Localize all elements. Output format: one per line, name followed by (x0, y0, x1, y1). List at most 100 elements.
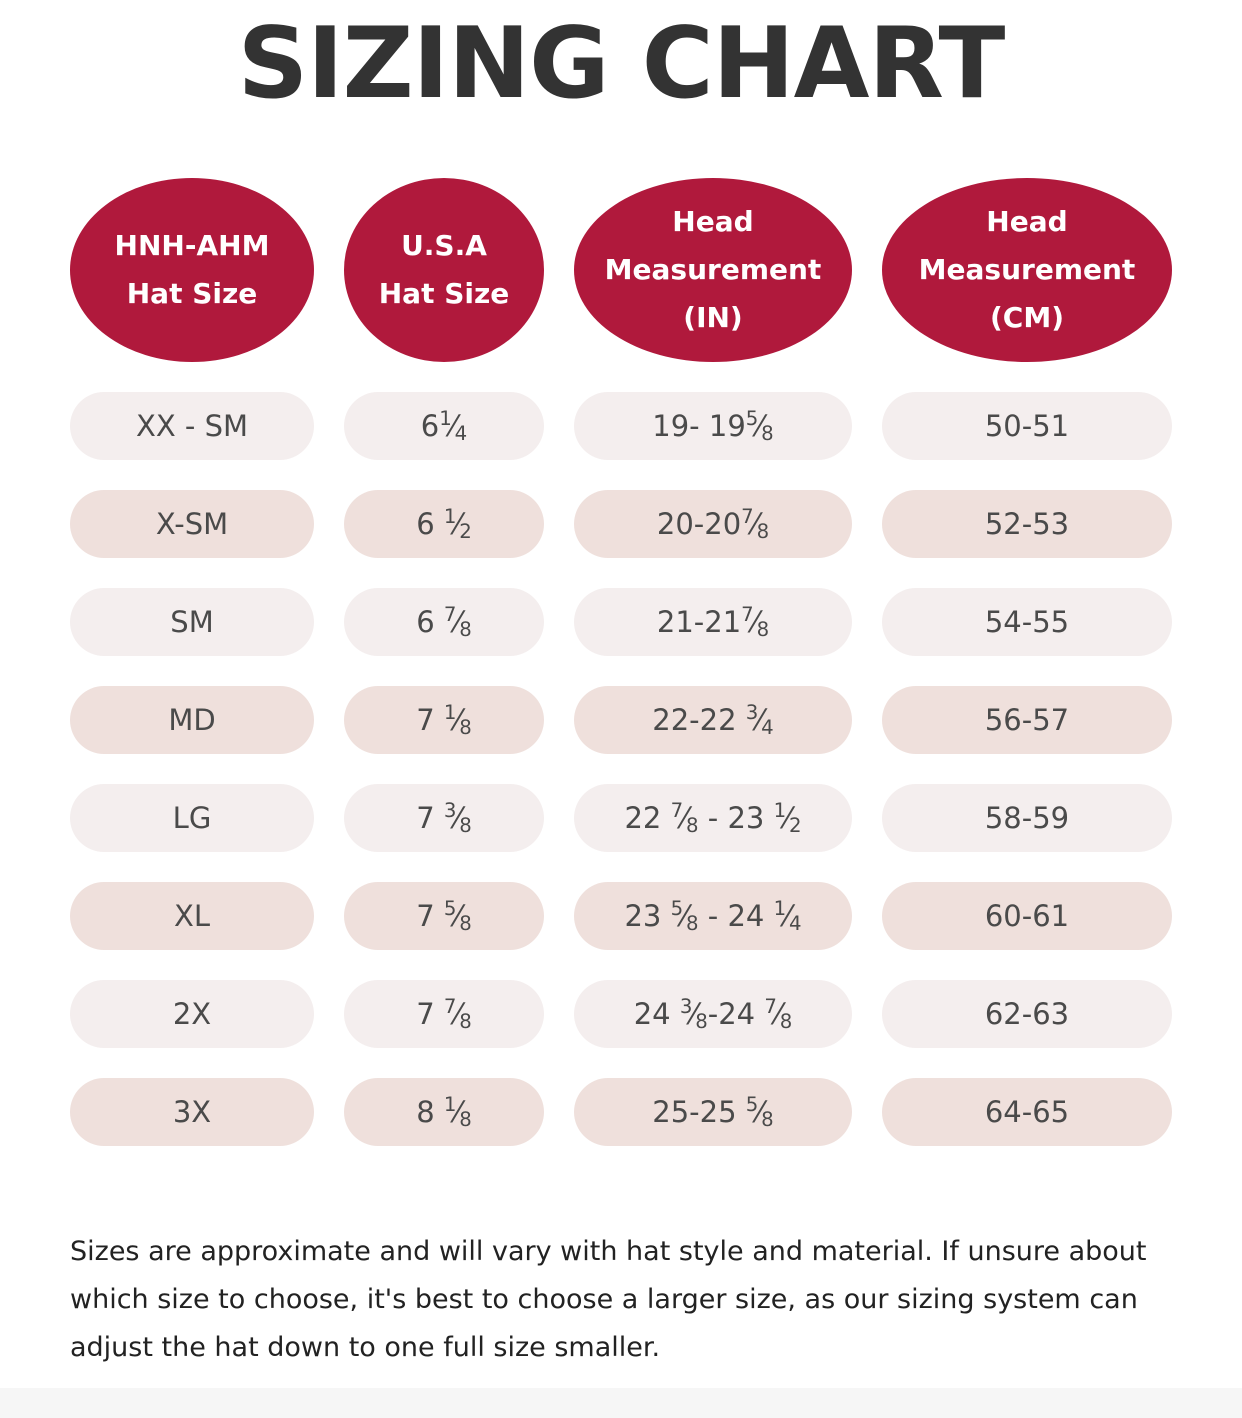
fraction-numerator: 7 (443, 994, 457, 1018)
sizing-note: Sizes are approximate and will vary with… (70, 1236, 1147, 1363)
fraction-numerator: 1 (439, 406, 452, 430)
fraction-numerator: 5 (745, 1092, 759, 1116)
cell-head-cm: 50-51 (882, 392, 1172, 460)
cell-head-cm: 64-65 (882, 1078, 1172, 1146)
fraction-denominator: 8 (761, 1108, 774, 1132)
fraction-numerator: 1 (443, 1092, 457, 1116)
fraction-numerator: 1 (773, 798, 787, 822)
header-head-measurement-in: Head Measurement (IN) (574, 178, 852, 362)
fraction-denominator: 8 (459, 814, 472, 838)
cell-hnh-size: XL (70, 882, 314, 950)
fraction-denominator: 8 (695, 1010, 708, 1034)
fraction-denominator: 8 (761, 422, 774, 446)
fraction-slash: ⁄ (682, 898, 687, 933)
fraction-denominator: 8 (779, 1010, 793, 1034)
header-label-line: Head (672, 205, 754, 238)
fraction: 5⁄8 (746, 1093, 774, 1131)
value-text: 21-21 (656, 605, 742, 639)
value-text: 7 (416, 703, 444, 737)
fraction: 5⁄8 (671, 897, 699, 935)
header-hnh-ahm-hat-size: HNH-AHM Hat Size (70, 178, 314, 362)
fraction-numerator: 7 (741, 504, 754, 528)
fraction: 7⁄8 (671, 799, 699, 837)
cell-head-cm: 54-55 (882, 588, 1172, 656)
fraction-slash: ⁄ (785, 898, 790, 933)
fraction: 1⁄8 (444, 1093, 472, 1131)
fraction: 1⁄4 (439, 407, 467, 445)
value-text: - 24 (698, 899, 774, 933)
value-text: 25-25 (652, 1095, 746, 1129)
fraction-numerator: 5 (443, 896, 457, 920)
fraction-denominator: 8 (756, 618, 770, 642)
header-label-line: Hat Size (378, 277, 510, 310)
header-head-measurement-cm: Head Measurement (CM) (882, 178, 1172, 362)
fraction: 3⁄4 (746, 701, 774, 739)
value-text: 22 (624, 801, 671, 835)
fraction: 7⁄8 (444, 995, 472, 1033)
value-text: 7 (416, 997, 444, 1031)
fraction-slash: ⁄ (775, 996, 781, 1031)
value-text: 8 (416, 1095, 444, 1129)
cell-head-in: 24 3⁄8 -24 7⁄8 (574, 980, 852, 1048)
value-text: 22-22 (652, 703, 746, 737)
cell-hnh-size: MD (70, 686, 314, 754)
fraction-slash: ⁄ (752, 506, 758, 541)
fraction-denominator: 8 (459, 1108, 472, 1132)
fraction: 3⁄8 (444, 799, 472, 837)
fraction-numerator: 3 (679, 994, 693, 1018)
value-text: 7 (416, 899, 444, 933)
cell-usa-size: 7 5⁄8 (344, 882, 544, 950)
fraction: 7⁄8 (444, 603, 472, 641)
fraction-numerator: 5 (745, 406, 759, 430)
cell-head-cm: 60-61 (882, 882, 1172, 950)
fraction: 3⁄8 (680, 995, 708, 1033)
cell-hnh-size: X-SM (70, 490, 314, 558)
fraction-denominator: 4 (761, 716, 774, 740)
fraction-slash: ⁄ (752, 604, 758, 639)
fraction-slash: ⁄ (455, 702, 461, 737)
cell-head-in: 25-25 5⁄8 (574, 1078, 852, 1146)
cell-hnh-size: LG (70, 784, 314, 852)
header-label-line: Hat Size (126, 277, 258, 310)
fraction-numerator: 3 (745, 700, 759, 724)
cell-usa-size: 7 7⁄8 (344, 980, 544, 1048)
fraction-numerator: 5 (670, 896, 684, 920)
fraction-numerator: 7 (764, 994, 777, 1018)
fraction-slash: ⁄ (455, 506, 461, 541)
fraction-denominator: 8 (459, 716, 472, 740)
fraction-denominator: 8 (459, 912, 472, 936)
fraction-slash: ⁄ (455, 1094, 461, 1129)
value-text: - 23 (698, 801, 774, 835)
value-text: 6 (416, 507, 444, 541)
fraction: 5⁄8 (444, 897, 472, 935)
fraction-denominator: 2 (459, 520, 472, 544)
cell-head-in: 19- 19 5⁄8 (574, 392, 852, 460)
cell-head-cm: 58-59 (882, 784, 1172, 852)
cell-usa-size: 6 7⁄8 (344, 588, 544, 656)
fraction-slash: ⁄ (450, 408, 456, 443)
fraction-denominator: 8 (459, 1010, 472, 1034)
fraction: 1⁄8 (444, 701, 472, 739)
cell-head-in: 22 7⁄8 - 23 1⁄2 (574, 784, 852, 852)
fraction-denominator: 8 (459, 618, 472, 642)
fraction-denominator: 8 (686, 814, 699, 838)
fraction-slash: ⁄ (691, 996, 697, 1031)
fraction-slash: ⁄ (757, 1094, 763, 1129)
header-label-line: Head (986, 205, 1068, 238)
value-text: 7 (416, 801, 444, 835)
fraction-denominator: 8 (756, 520, 770, 544)
fraction-slash: ⁄ (757, 408, 763, 443)
fraction: 5⁄8 (746, 407, 774, 445)
cell-hnh-size: 3X (70, 1078, 314, 1146)
value-text: 19- 19 (652, 409, 746, 443)
fraction: 1⁄2 (774, 799, 802, 837)
fraction-slash: ⁄ (455, 996, 461, 1031)
value-text: 23 (624, 899, 671, 933)
fraction-numerator: 1 (443, 504, 457, 528)
cell-usa-size: 8 1⁄8 (344, 1078, 544, 1146)
fraction-numerator: 7 (443, 602, 457, 626)
cell-head-cm: 62-63 (882, 980, 1172, 1048)
cell-usa-size: 6 1⁄4 (344, 392, 544, 460)
fraction: 7⁄8 (764, 995, 792, 1033)
header-usa-hat-size: U.S.A Hat Size (344, 178, 544, 362)
